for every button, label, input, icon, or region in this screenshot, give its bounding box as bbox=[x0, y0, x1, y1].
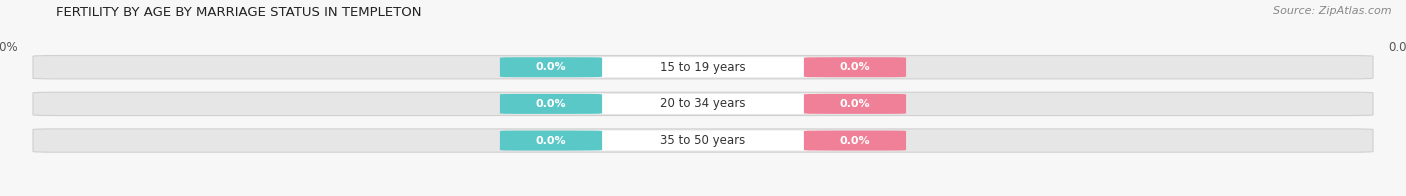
Text: 0.0%: 0.0% bbox=[1389, 41, 1406, 54]
Text: 0.0%: 0.0% bbox=[839, 62, 870, 72]
Legend: Married, Unmarried: Married, Unmarried bbox=[623, 191, 783, 196]
FancyBboxPatch shape bbox=[501, 57, 602, 77]
Text: 0.0%: 0.0% bbox=[536, 99, 567, 109]
FancyBboxPatch shape bbox=[574, 94, 832, 114]
Text: Source: ZipAtlas.com: Source: ZipAtlas.com bbox=[1274, 6, 1392, 16]
Text: 0.0%: 0.0% bbox=[536, 62, 567, 72]
FancyBboxPatch shape bbox=[32, 55, 1374, 79]
Text: 0.0%: 0.0% bbox=[0, 41, 17, 54]
FancyBboxPatch shape bbox=[501, 94, 602, 114]
FancyBboxPatch shape bbox=[32, 129, 1374, 152]
Text: 20 to 34 years: 20 to 34 years bbox=[661, 97, 745, 110]
Text: 0.0%: 0.0% bbox=[536, 136, 567, 146]
Text: 0.0%: 0.0% bbox=[839, 136, 870, 146]
FancyBboxPatch shape bbox=[574, 131, 832, 151]
Text: FERTILITY BY AGE BY MARRIAGE STATUS IN TEMPLETON: FERTILITY BY AGE BY MARRIAGE STATUS IN T… bbox=[56, 6, 422, 19]
Text: 0.0%: 0.0% bbox=[839, 99, 870, 109]
Text: 15 to 19 years: 15 to 19 years bbox=[661, 61, 745, 74]
FancyBboxPatch shape bbox=[804, 131, 905, 151]
FancyBboxPatch shape bbox=[32, 92, 1374, 115]
FancyBboxPatch shape bbox=[804, 94, 905, 114]
FancyBboxPatch shape bbox=[574, 57, 832, 77]
FancyBboxPatch shape bbox=[501, 131, 602, 151]
FancyBboxPatch shape bbox=[804, 57, 905, 77]
Text: 35 to 50 years: 35 to 50 years bbox=[661, 134, 745, 147]
